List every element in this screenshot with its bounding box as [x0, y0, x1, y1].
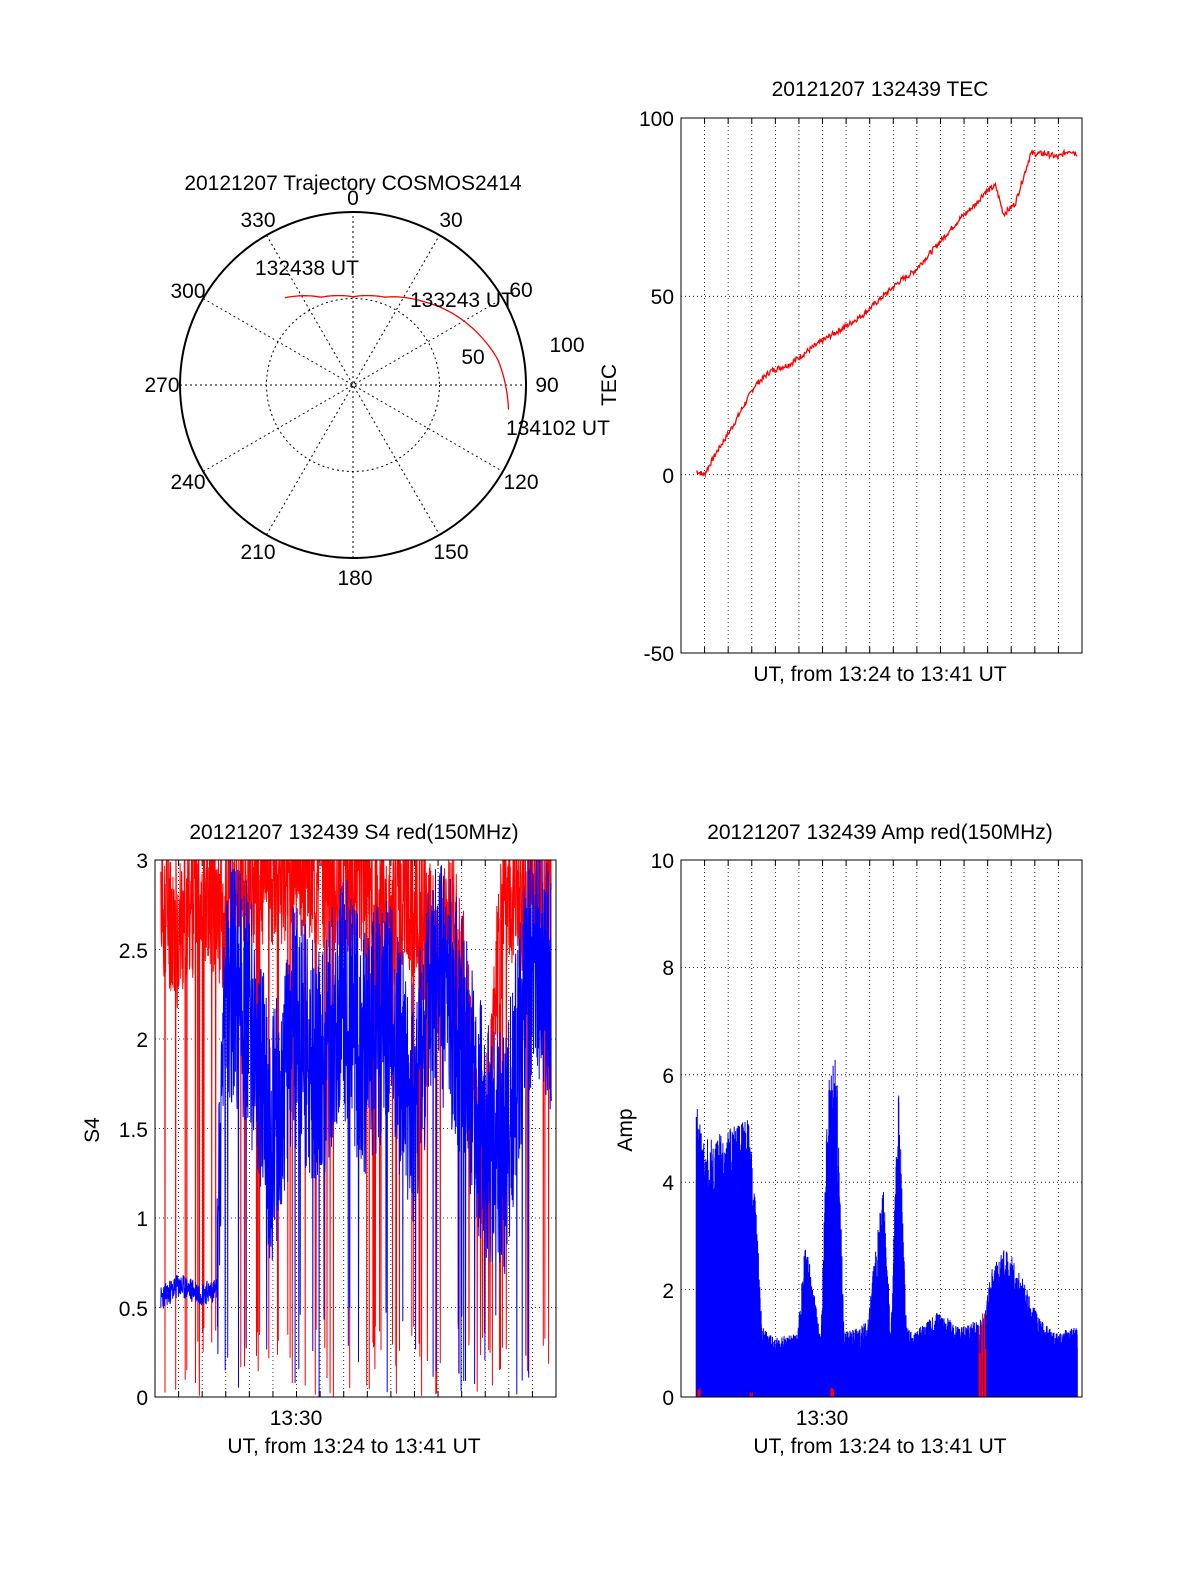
amp-y-tick-0: 0	[662, 1387, 674, 1410]
amp-title: 20121207 132439 Amp red(150MHz)	[707, 821, 1053, 844]
s4-y-tick-1: 1	[136, 1208, 148, 1231]
azimuth-labels: 0 30 60 90 120 150 180 210 240 270 300 3…	[144, 187, 558, 590]
s4-y-axis-label: S4	[81, 1117, 104, 1143]
amp-x-tick-1330: 13:30	[796, 1407, 849, 1430]
amp-red-series-bars	[697, 1313, 987, 1397]
amp-y-axis-label: Amp	[614, 1108, 637, 1151]
tec-gridlines	[680, 118, 1083, 653]
s4-x-tick-1330: 13:30	[270, 1407, 323, 1430]
s4-y-tick-2-5: 2.5	[119, 940, 148, 963]
annotation-end-time: 134102 UT	[506, 417, 610, 440]
tec-y-tick-0: 0	[662, 465, 674, 488]
tec-plot: 20121207 132439 TEC 100 50 0 -50 TEC UT,…	[598, 78, 1083, 686]
tec-y-tick-minus-50: -50	[644, 643, 674, 666]
trajectory-line	[284, 294, 510, 410]
tec-y-axis-label: TEC	[598, 364, 621, 406]
s4-blue-series-line	[160, 860, 552, 1397]
amp-x-axis-label: UT, from 13:24 to 13:41 UT	[753, 1435, 1006, 1458]
s4-frame-top	[154, 859, 557, 1398]
amp-y-tick-10: 10	[651, 850, 674, 873]
s4-y-tick-0: 0	[136, 1387, 148, 1410]
azimuth-label-120: 120	[503, 471, 538, 494]
annotation-start-time: 132438 UT	[255, 257, 359, 280]
amp-series-group	[695, 1059, 1078, 1397]
azimuth-label-210: 210	[240, 541, 275, 564]
amp-y-tick-2: 2	[662, 1280, 674, 1303]
ring-label-50: 50	[461, 346, 484, 369]
polar-outer-ring	[179, 211, 527, 559]
tec-y-tick-50: 50	[651, 286, 674, 309]
azimuth-label-240: 240	[170, 471, 205, 494]
s4-y-tick-0-5: 0.5	[119, 1298, 148, 1321]
amp-frame	[680, 859, 1083, 1398]
azimuth-label-270: 270	[144, 374, 179, 397]
tec-y-tick-100: 100	[639, 108, 674, 131]
azimuth-label-180: 180	[337, 567, 372, 590]
s4-series-group	[160, 860, 552, 1397]
ring-label-100: 100	[549, 334, 584, 357]
polar-ring-50	[266, 298, 440, 472]
azimuth-label-300: 300	[170, 280, 205, 303]
s4-y-tick-3: 3	[136, 850, 148, 873]
amp-blue-series-bars	[695, 1059, 1078, 1397]
s4-x-axis-label: UT, from 13:24 to 13:41 UT	[227, 1435, 480, 1458]
amp-y-tick-6: 6	[662, 1065, 674, 1088]
amp-plot: 20121207 132439 Amp red(150MHz) 10 8 6 4…	[614, 821, 1083, 1458]
s4-plot: 20121207 132439 S4 red(150MHz) 3 2.5 2 1…	[81, 821, 557, 1458]
polar-trajectory-plot: 20121207 Trajectory COSMOS2414 0 30 60 9…	[144, 172, 610, 590]
s4-series-clip	[160, 860, 552, 1397]
s4-title: 20121207 132439 S4 red(150MHz)	[189, 821, 518, 844]
polar-grid	[180, 212, 526, 558]
s4-y-tick-2: 2	[136, 1029, 148, 1052]
azimuth-label-60: 60	[509, 279, 532, 302]
azimuth-label-0: 0	[347, 187, 359, 210]
azimuth-label-90: 90	[535, 374, 558, 397]
azimuth-label-150: 150	[433, 541, 468, 564]
amp-y-tick-8: 8	[662, 957, 674, 980]
azimuth-label-30: 30	[439, 209, 462, 232]
azimuth-label-330: 330	[240, 209, 275, 232]
tec-x-axis-label: UT, from 13:24 to 13:41 UT	[753, 663, 1006, 686]
tec-series-line	[696, 148, 1078, 478]
tec-frame	[680, 117, 1083, 654]
polar-title: 20121207 Trajectory COSMOS2414	[184, 172, 522, 195]
amp-y-tick-4: 4	[662, 1172, 674, 1195]
s4-y-tick-1-5: 1.5	[119, 1119, 148, 1142]
tec-title: 20121207 132439 TEC	[772, 78, 989, 101]
annotation-mid-time: 133243 UT	[410, 289, 514, 312]
